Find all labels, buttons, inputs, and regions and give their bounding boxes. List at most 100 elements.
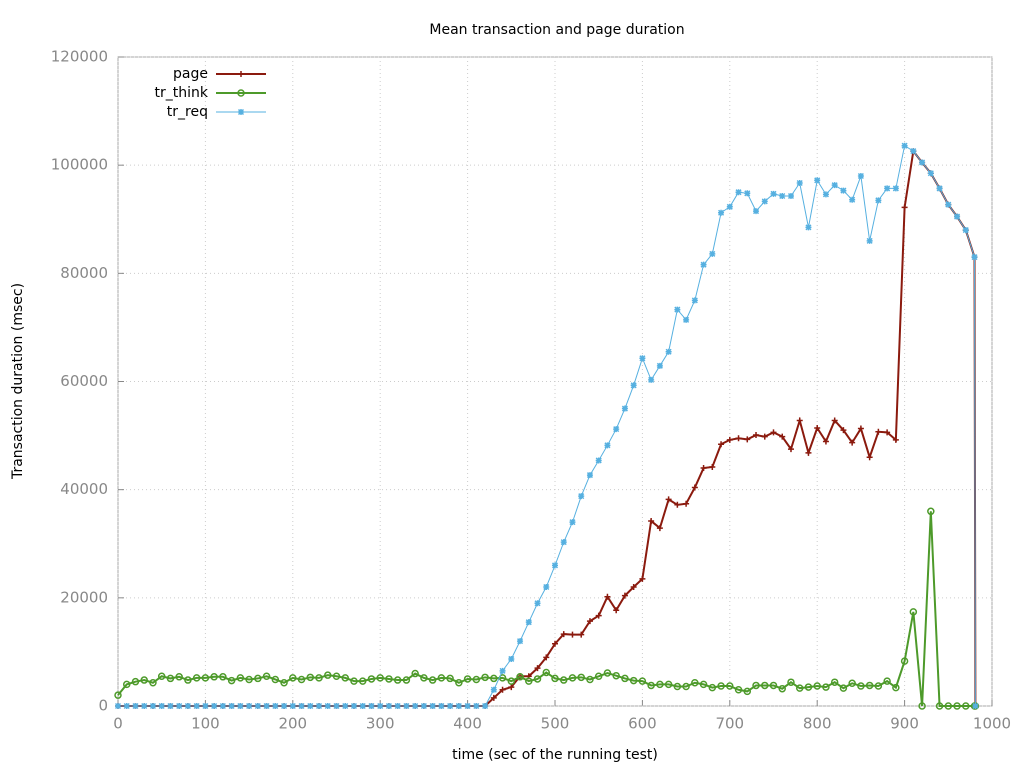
data-point	[534, 600, 541, 607]
x-tick-label: 100	[191, 715, 220, 733]
data-point	[201, 674, 210, 682]
data-point	[892, 436, 899, 443]
data-point	[508, 684, 515, 691]
data-point	[315, 702, 323, 710]
data-point	[192, 674, 201, 682]
data-point	[157, 672, 166, 680]
data-point	[699, 680, 708, 689]
data-point	[481, 673, 489, 682]
data-point	[796, 179, 803, 187]
data-point	[629, 676, 638, 685]
data-point	[683, 316, 690, 323]
data-point	[482, 702, 489, 710]
data-point	[455, 702, 462, 710]
data-point	[665, 348, 672, 355]
data-point	[639, 355, 646, 362]
data-point	[971, 254, 978, 261]
data-point	[761, 433, 768, 440]
data-point	[718, 441, 725, 448]
data-point	[263, 702, 270, 710]
data-point	[551, 674, 559, 683]
data-point	[499, 686, 506, 693]
data-point	[324, 671, 332, 679]
data-point	[176, 702, 183, 710]
data-point	[420, 674, 428, 682]
data-point	[306, 673, 315, 682]
data-point	[779, 433, 786, 440]
data-point	[630, 584, 637, 591]
data-point	[236, 674, 245, 682]
data-point	[333, 702, 340, 710]
data-point	[805, 449, 812, 456]
data-point	[866, 454, 873, 461]
data-point	[149, 679, 157, 687]
data-point	[560, 631, 567, 638]
y-tick-label: 60000	[60, 372, 108, 390]
data-point	[726, 203, 733, 210]
data-point	[271, 675, 280, 684]
data-point	[909, 608, 918, 616]
data-point	[358, 677, 367, 685]
data-point	[184, 676, 192, 684]
data-point	[919, 159, 926, 166]
data-point	[578, 493, 585, 500]
data-point	[953, 702, 961, 710]
data-point	[342, 702, 349, 710]
data-point	[849, 196, 856, 203]
data-point	[367, 675, 376, 683]
legend-label: tr_think	[155, 85, 209, 101]
data-point	[884, 429, 891, 436]
data-point	[237, 702, 244, 710]
data-point	[437, 674, 446, 682]
data-point	[796, 417, 803, 424]
data-point	[604, 442, 611, 449]
data-point	[254, 702, 261, 710]
data-point	[420, 702, 427, 710]
data-point	[743, 687, 752, 696]
legend-marker	[237, 89, 245, 97]
x-tick-label: 600	[628, 715, 657, 733]
series-line	[118, 148, 977, 707]
data-point	[289, 702, 296, 710]
data-point	[341, 674, 349, 682]
data-point	[936, 185, 943, 192]
data-point	[464, 702, 471, 710]
data-point	[621, 674, 629, 683]
data-point	[552, 640, 558, 647]
data-point	[892, 683, 900, 692]
data-point	[647, 681, 655, 690]
data-point	[664, 680, 673, 689]
data-point	[393, 676, 402, 684]
data-point	[542, 668, 551, 677]
data-point	[778, 685, 786, 693]
y-tick-label: 80000	[60, 264, 108, 282]
data-point	[884, 185, 891, 192]
data-point	[114, 691, 122, 699]
data-point	[761, 198, 768, 205]
data-point	[272, 702, 279, 710]
data-point	[324, 702, 331, 710]
data-point	[857, 682, 865, 690]
data-point	[639, 575, 646, 582]
data-point	[682, 682, 690, 691]
data-point	[245, 675, 253, 684]
data-point	[831, 182, 838, 189]
data-point	[551, 562, 559, 569]
data-point	[753, 432, 760, 439]
data-point	[577, 673, 585, 682]
data-point	[578, 631, 585, 638]
data-point	[603, 669, 612, 677]
data-point	[972, 702, 979, 710]
data-point	[428, 676, 437, 684]
data-point	[954, 213, 961, 220]
x-tick-label: 0	[113, 715, 123, 733]
data-point	[569, 519, 576, 526]
data-point	[246, 702, 253, 710]
data-point	[297, 675, 306, 684]
data-point	[533, 675, 542, 683]
data-point	[586, 618, 593, 625]
data-point	[962, 702, 970, 710]
data-point	[708, 683, 717, 692]
data-point	[927, 507, 935, 515]
